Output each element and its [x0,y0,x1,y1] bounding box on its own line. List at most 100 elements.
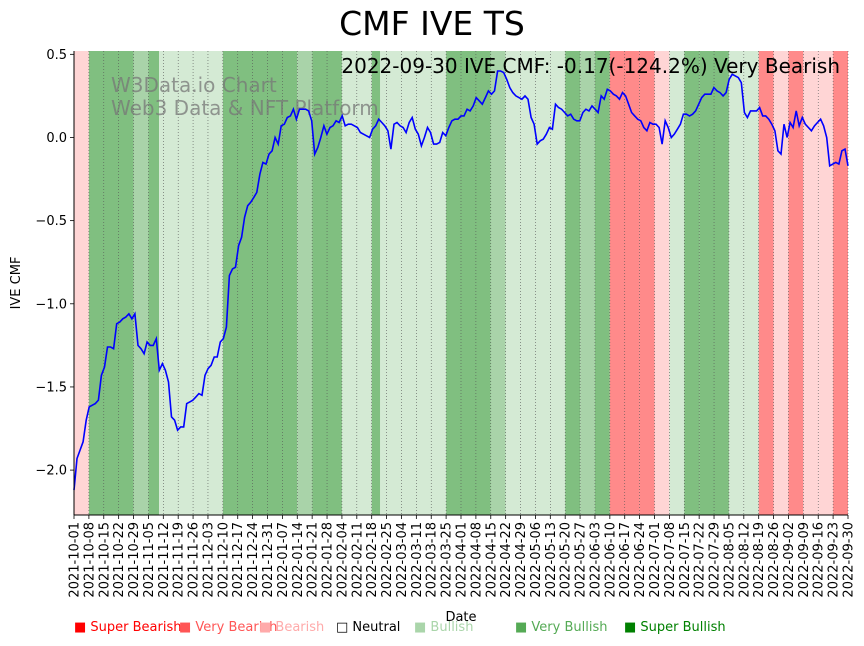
x-tick-label: 2022-02-25 [380,522,395,598]
x-tick-label: 2022-04-22 [499,522,514,598]
x-tick-label: 2021-12-24 [246,522,261,598]
latest-value-annotation: 2022-09-30 IVE CMF: -0.17(-124.2%) Very … [341,54,840,78]
x-tick-label: 2021-10-01 [68,522,83,598]
x-tick-label: 2021-12-17 [231,522,246,598]
x-tick-label: 2022-06-10 [603,522,618,598]
regime-band-28 [803,51,819,515]
regime-band-0 [74,51,89,515]
y-tick-label: −0.5 [35,214,67,229]
legend-item: ■ Super Bearish [74,620,182,635]
legend-label: Super Bearish [90,620,182,635]
x-axis-label: Date [445,610,476,625]
legend-item: ■ Super Bullish [624,620,726,635]
regime-band-15 [580,51,595,515]
x-tick-label: 2021-11-26 [187,522,202,598]
y-tick-label: −2.0 [35,464,67,479]
cmf-line [73,70,849,491]
x-tick-label: 2022-08-19 [752,522,767,598]
legend-label: Very Bullish [531,620,608,635]
regime-band-14 [565,51,581,515]
regime-band-25 [758,51,774,515]
legend-label: Very Bearish [195,620,278,635]
regime-band-2 [133,51,149,515]
legend-swatch: ■ [179,620,196,635]
x-tick-label: 2022-03-04 [395,522,410,598]
x-tick-label: 2022-03-25 [440,522,455,598]
regime-bands [74,51,848,515]
x-tick-label: 2022-02-18 [365,522,380,598]
x-tick-label: 2022-02-11 [350,522,365,598]
regime-band-24 [743,51,759,515]
regime-band-1 [88,51,134,515]
legend-label: Bullish [430,620,474,635]
regime-band-20 [669,51,685,515]
x-tick-label: 2022-09-02 [782,522,797,598]
x-tick-label: 2022-05-06 [529,522,544,598]
legend-label: Neutral [352,620,401,635]
legend-label: Super Bullish [640,620,726,635]
legend-swatch: □ [336,620,353,635]
legend-item: ■ Very Bearish [179,620,277,635]
x-tick-label: 2022-03-18 [425,522,440,598]
date-gridlines [73,51,849,515]
regime-band-29 [818,51,834,515]
x-tick-label: 2021-12-31 [261,522,276,598]
x-tick-label: 2022-08-12 [737,522,752,598]
legend-item: □ Neutral [336,620,400,635]
x-tick-label: 2022-03-11 [410,522,425,598]
y-tick-label: −1.5 [35,380,67,395]
chart-title: CMF IVE TS [339,4,525,43]
regime-band-4 [159,51,223,515]
y-axis-label: IVE CMF [9,257,24,310]
x-tick-label: 2022-05-27 [574,522,589,598]
x-tick-label: 2022-04-29 [514,522,529,598]
regime-band-9 [371,51,381,515]
legend-label: Bearish [275,620,325,635]
y-tick-label: 0.0 [46,131,67,146]
x-tick-label: 2022-05-20 [559,522,574,598]
regime-band-3 [148,51,160,515]
legend-swatch: ■ [624,620,641,635]
x-tick-label: 2021-11-12 [157,522,172,598]
x-tick-label: 2022-04-15 [484,522,499,598]
watermark-line: W3Data.io Chart [111,73,277,97]
regime-band-19 [654,51,670,515]
legend-swatch: ■ [515,620,532,635]
x-tick-label: 2022-05-13 [544,522,559,598]
x-tick-label: 2021-11-19 [172,522,187,598]
regime-band-6 [297,51,313,515]
x-tick-label: 2022-07-01 [648,522,663,598]
x-tick-label: 2021-10-08 [82,522,97,598]
x-tick-label: 2022-07-29 [708,522,723,598]
regime-band-12 [490,51,506,515]
x-tick-label: 2022-08-26 [767,522,782,598]
x-tick-label: 2022-06-17 [618,522,633,598]
x-tick-label: 2021-12-10 [216,522,231,598]
y-tick-label: −1.0 [35,297,67,312]
x-tick-label: 2021-10-29 [127,522,142,598]
regime-band-16 [594,51,610,515]
regime-band-23 [728,51,744,515]
x-tick-label: 2022-01-14 [291,522,306,598]
x-tick-label: 2021-12-03 [201,522,216,598]
x-tick-label: 2021-11-05 [142,522,157,598]
x-tick-label: 2022-02-04 [335,522,350,598]
x-tick-label: 2021-10-15 [97,522,112,598]
x-tick-label: 2022-01-28 [321,522,336,598]
x-tick-label: 2022-09-16 [812,522,827,598]
regime-band-21 [684,51,700,515]
x-tick-label: 2022-07-22 [693,522,708,598]
regime-band-27 [788,51,804,515]
y-ticks: −2.0 −1.5 −1.0 −0.5 0.0 0.5 [35,48,74,479]
regime-band-30 [833,51,848,515]
legend-swatch: ■ [259,620,276,635]
x-ticks: 2021-10-01 2021-10-08 2021-10-15 2021-10-22… [68,515,857,598]
x-tick-label: 2022-04-01 [455,522,470,598]
watermark-line: Web3 Data & NFT Platform [111,96,379,120]
x-tick-label: 2022-07-08 [663,522,678,598]
regime-band-26 [773,51,789,515]
x-tick-label: 2022-06-03 [588,522,603,598]
legend-item: ■ Bearish [259,620,324,635]
legend-swatch: ■ [414,620,431,635]
